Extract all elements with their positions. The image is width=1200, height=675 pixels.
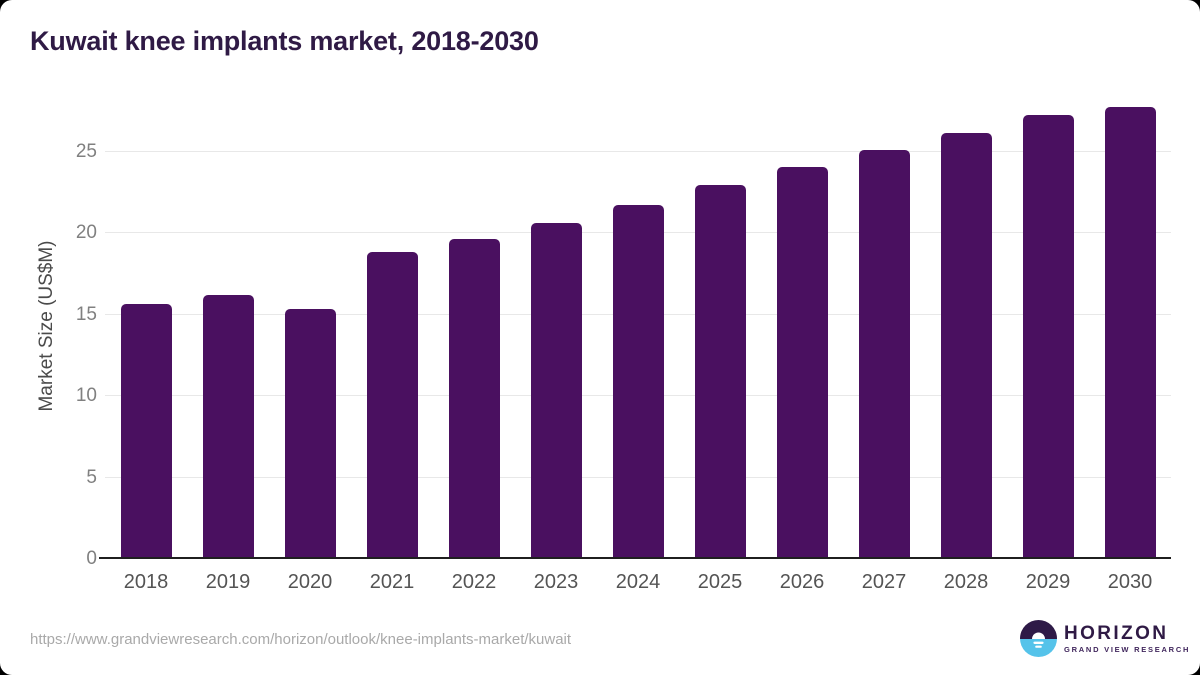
logo-subtitle: GRAND VIEW RESEARCH [1064,644,1191,654]
x-tick-label-2028: 2028 [943,571,989,593]
bar-2019 [202,294,254,557]
y-tick-label-10: 10 [75,385,97,406]
source-url: https://www.grandviewresearch.com/horizo… [30,631,572,648]
x-tick-label-2018: 2018 [123,571,169,593]
y-tick-label-20: 20 [75,222,97,243]
x-tick-label-2019: 2019 [205,571,251,593]
x-tick-label-2021: 2021 [369,571,415,593]
bar-2026 [776,167,828,557]
bar-2024 [612,204,664,557]
x-tick-label-2022: 2022 [451,571,497,593]
x-tick-label-2027: 2027 [861,571,907,593]
bar-2021 [366,252,418,557]
x-tick-label-2025: 2025 [697,571,743,593]
bar-2025 [694,185,746,557]
horizon-sun-icon [1020,620,1057,657]
x-axis-tick-labels: 2018 2019 2020 2021 2022 2023 2024 2025 2026 2027… [105,571,1171,599]
bar-2020 [284,309,336,557]
plot-area [99,95,1171,559]
horizon-logo: HORIZON GRAND VIEW RESEARCH [1020,620,1190,657]
bar-2030 [1104,107,1156,557]
x-tick-label-2029: 2029 [1025,571,1071,593]
y-tick-label-0: 0 [86,548,97,569]
y-axis-tick-labels: 0 5 10 15 20 25 [30,95,97,569]
bar-2027 [858,149,910,557]
bar-2028 [940,133,992,557]
chart-title: Kuwait knee implants market, 2018-2030 [30,26,539,56]
bar-2023 [530,222,582,557]
x-tick-label-2026: 2026 [779,571,825,593]
y-tick-label-15: 15 [75,303,97,325]
x-axis-line [99,557,1171,559]
bar-2018 [120,304,172,557]
gridline-25 [105,150,1171,152]
bar-2029 [1022,115,1074,557]
y-tick-label-5: 5 [86,466,97,488]
x-tick-label-2030: 2030 [1107,571,1153,593]
x-tick-label-2024: 2024 [615,571,661,593]
logo-text: HORIZON GRAND VIEW RESEARCH [1064,624,1190,654]
y-tick-label-25: 25 [75,140,97,162]
x-tick-label-2020: 2020 [287,571,333,593]
bar-2022 [448,239,500,557]
logo-title: HORIZON [1064,622,1169,644]
x-tick-label-2023: 2023 [533,571,579,593]
